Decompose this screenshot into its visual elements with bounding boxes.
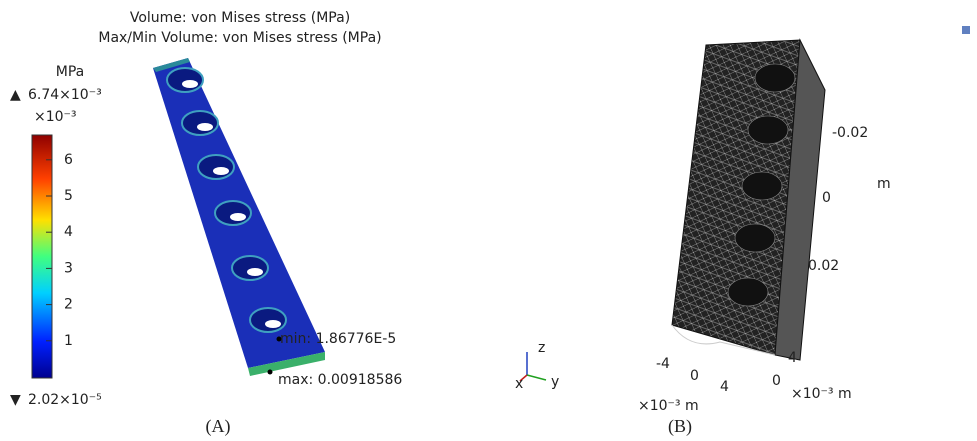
x-tick-label: -4	[656, 356, 670, 372]
colorbar-max: 6.74×10⁻³	[28, 87, 102, 103]
vertical-unit: m	[877, 176, 891, 192]
y-tick-label: 0	[772, 373, 781, 389]
caption: (A)	[206, 416, 231, 437]
x-tick-label: 0	[690, 368, 699, 384]
max-point	[268, 370, 273, 375]
colorbar-tick-label: 1	[64, 333, 73, 349]
figure: Volume: von Mises stress (MPa) Max/Min V…	[0, 0, 977, 441]
axis-triad	[520, 352, 546, 381]
x-tick-label: 4	[720, 379, 729, 395]
colorbar-tick-label: 5	[64, 188, 73, 204]
colorbar	[32, 135, 52, 378]
colorbar-min: 2.02×10⁻⁵	[28, 392, 102, 408]
triad-y: y	[551, 374, 559, 390]
y-unit: ×10⁻³ m	[791, 386, 852, 402]
y-tick-label: 4	[788, 350, 797, 366]
colorbar-tick-label: 3	[64, 260, 73, 276]
triad-x: x	[515, 376, 523, 392]
colorbar-tick-label: 2	[64, 297, 73, 313]
toolbar-icon[interactable]	[962, 26, 970, 34]
triad-z: z	[538, 340, 545, 356]
plot-title: Volume: von Mises stress (MPa)	[130, 10, 350, 26]
vertical-tick-label: -0.02	[832, 125, 868, 141]
max-annotation: max: 0.00918586	[278, 372, 402, 388]
min-annotation: min: 1.86776E-5	[280, 331, 396, 347]
caption: (B)	[668, 416, 692, 437]
mesh-beam	[672, 40, 825, 360]
vertical-tick-label: 0	[822, 190, 831, 206]
colorbar-max-marker: ▲	[10, 87, 21, 103]
x-unit: ×10⁻³ m	[638, 398, 699, 414]
colorbar-multiplier: ×10⁻³	[34, 109, 77, 125]
colorbar-tick-label: 6	[64, 152, 73, 168]
colorbar-unit: MPa	[56, 64, 84, 80]
stress-beam	[153, 58, 325, 376]
vertical-tick-label: 0.02	[808, 258, 839, 274]
plot-subtitle: Max/Min Volume: von Mises stress (MPa)	[98, 30, 381, 46]
colorbar-min-marker: ▼	[10, 392, 21, 408]
colorbar-tick-label: 4	[64, 224, 73, 240]
